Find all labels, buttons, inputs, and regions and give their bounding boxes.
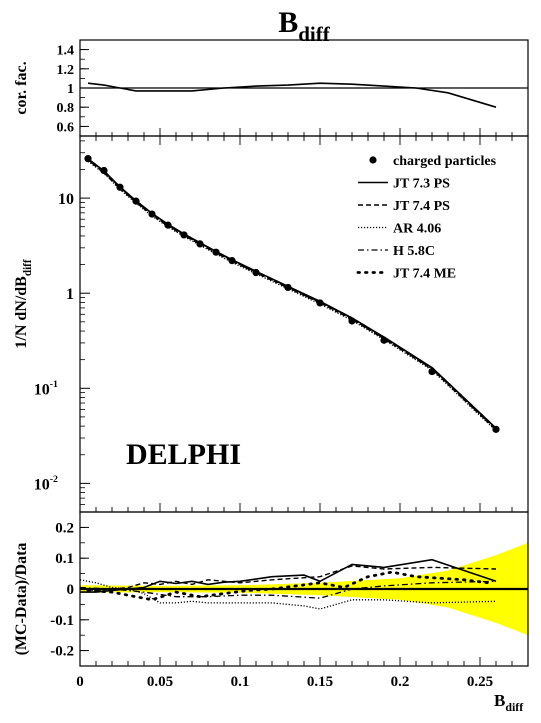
data-point [380,336,388,344]
legend-label: H 5.8C [393,244,435,259]
res-xtick-label: 0.1 [231,674,250,690]
data-point [252,268,260,277]
res-ytick-label: 0.1 [55,551,74,567]
res-ytick-label: -0.2 [50,644,74,660]
main-ylabel-base: 1/N dN/dB [13,276,30,349]
data-point [212,248,220,256]
main-ytick-label: 10-1 [34,379,58,398]
residual-line [80,558,497,593]
data-point [316,299,324,307]
residual-line [86,570,490,602]
res-xlabel-subscript: diff [505,700,524,714]
main-ytick-label: 10-2 [34,474,58,493]
chart-title-subscript: diff [298,22,331,46]
data-point [428,367,436,376]
main-ytick-label: 1 [66,286,74,303]
main-ytick-label-exponent: -1 [50,379,58,390]
residual-line [79,579,497,610]
cor-ytick-label: 0.6 [57,120,75,135]
res-xtick-label: 0.15 [307,674,333,690]
res-ytick-label: -0.1 [50,613,74,629]
res-xtick-label: 0.25 [467,674,493,690]
main-ytick-label-base: 1 [66,286,74,303]
delphi-annotation: DELPHI [126,438,241,471]
res-xlabel-base: B [494,691,505,710]
data-point [228,257,236,265]
main-ytick-label-base: 10 [34,476,50,493]
data-point [196,240,204,248]
cor-ytick-label: 0.8 [57,101,75,116]
legend-label: JT 7.4 PS [393,199,450,214]
data-point [84,155,92,163]
data-point [164,221,172,229]
cor-ylabel: cor. fac. [13,61,30,114]
main-ylabel: 1/N dN/dBdiff [13,259,34,349]
res-xlabel: Bdiff [494,691,524,714]
legend-marker [369,156,377,164]
res-xtick-label: 0 [76,674,84,690]
main-ytick-label-base: 10 [34,381,50,398]
data-point [492,425,500,433]
residual-line [79,565,497,592]
legend-label: JT 7.3 PS [393,177,450,192]
main-ylabel-subscript: diff [22,259,34,276]
cor-ytick-label: 1.2 [57,63,75,78]
data-point [100,166,108,175]
main-ytick-label-exponent: -2 [50,474,58,485]
legend-label: AR 4.06 [393,222,441,237]
chart-title: Bdiff [278,6,331,46]
cor-ytick-label: 1 [67,82,74,97]
legend-label: JT 7.4 ME [393,267,456,282]
res-ytick-label: 0 [67,582,75,598]
main-ytick-label-base: 10 [58,191,74,208]
residual-line [79,580,497,599]
res-xtick-label: 0.2 [391,674,410,690]
data-point [284,283,292,292]
data-point [132,197,140,205]
cor-ytick-label: 1.4 [57,44,75,59]
correction-factor-panel: 0.6 0.8 1 1.2 1.4 cor. fac. [13,39,529,137]
cor-series-line [87,82,497,108]
data-point [148,210,156,218]
data-point [348,317,356,325]
data-point [116,183,124,191]
main-ytick-label: 10 [58,191,74,208]
res-xtick-label: 0.05 [147,674,173,690]
data-point [180,231,188,239]
chart-title-base: B [278,6,298,39]
res-ytick-label: 0.2 [55,520,74,536]
legend-label: charged particles [393,154,497,169]
res-ylabel: (MC-Data)/Data [13,543,30,656]
